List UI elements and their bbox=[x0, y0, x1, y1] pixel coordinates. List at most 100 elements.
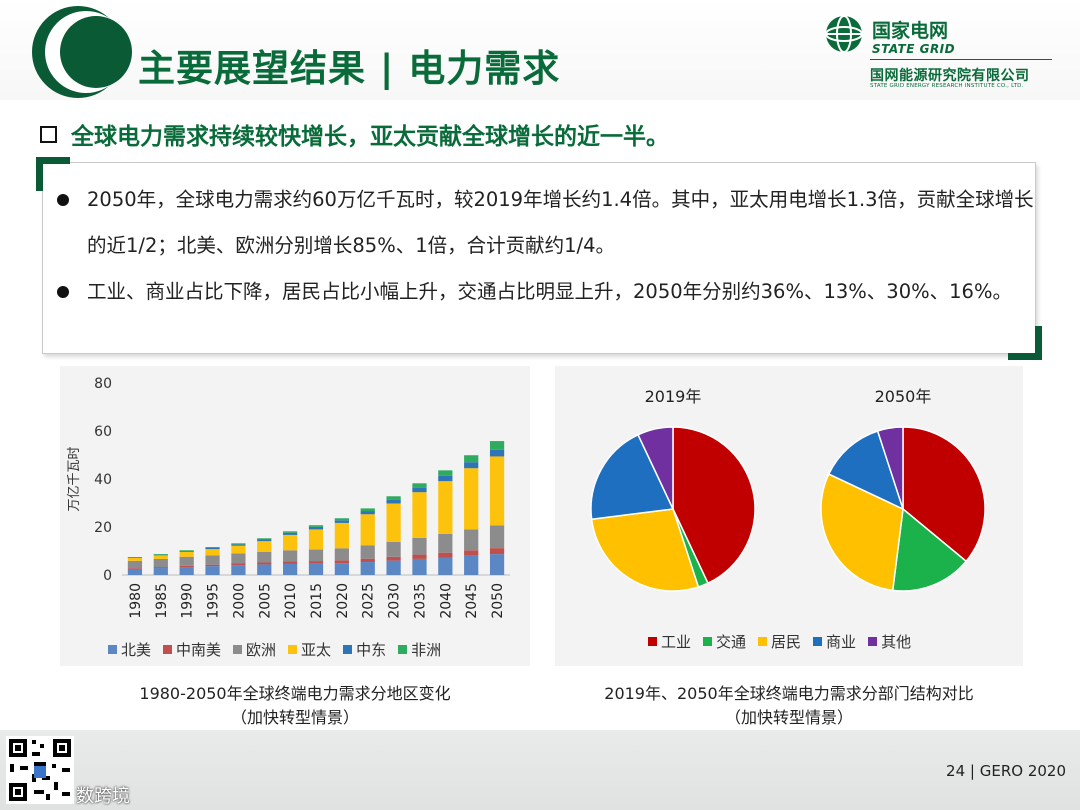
bar-segment bbox=[231, 553, 246, 564]
x-tick-label: 2035 bbox=[412, 583, 428, 619]
bar-segment bbox=[205, 549, 220, 556]
pie-slice bbox=[590, 508, 700, 592]
legend-item: 中南美 bbox=[163, 639, 221, 660]
legend-item: 亚太 bbox=[288, 639, 331, 660]
pie-title: 2050年 bbox=[875, 387, 932, 406]
bar-segment bbox=[464, 529, 479, 551]
bar-segment bbox=[334, 518, 349, 521]
caption-line: 2019年、2050年全球终端电力需求分部门结构对比 bbox=[604, 684, 974, 703]
legend-label: 中南美 bbox=[176, 641, 222, 659]
pie-title: 2019年 bbox=[645, 387, 702, 406]
x-tick-label: 2020 bbox=[335, 583, 351, 619]
bar-segment bbox=[231, 543, 246, 545]
bar-segment bbox=[308, 526, 324, 530]
x-tick-label: 1980 bbox=[128, 583, 144, 619]
institute-name-en: STATE GRID ENERGY RESEARCH INSTITUTE CO.… bbox=[870, 83, 1024, 89]
x-tick-label: 2015 bbox=[309, 583, 325, 619]
bar-segment bbox=[205, 548, 220, 550]
bar-segment bbox=[308, 549, 324, 562]
bar-segment bbox=[283, 534, 298, 551]
subtitle-row: 全球电力需求持续较快增长，亚太贡献全球增长的近一半。 bbox=[40, 116, 669, 152]
bar-segment bbox=[179, 567, 194, 575]
pie-slice bbox=[820, 473, 904, 592]
bar-segment bbox=[283, 532, 298, 535]
bar-segment bbox=[127, 568, 143, 575]
pie-slice bbox=[637, 426, 674, 510]
header-logo-circle bbox=[32, 6, 132, 98]
bar-segment bbox=[308, 525, 324, 527]
bar-segment bbox=[153, 554, 168, 555]
bar-segment bbox=[489, 548, 505, 555]
page-number: 24 | GERO 2020 bbox=[946, 762, 1066, 780]
legend-item: 欧洲 bbox=[233, 639, 276, 660]
x-tick-label: 1995 bbox=[206, 583, 222, 619]
x-tick-label: 2045 bbox=[464, 583, 480, 619]
bar-segment bbox=[360, 511, 375, 515]
bar-segment bbox=[438, 552, 453, 558]
bar-segment bbox=[412, 487, 427, 493]
bar-segment bbox=[257, 564, 272, 575]
legend-label: 非洲 bbox=[411, 641, 442, 659]
y-tick-label: 80 bbox=[94, 376, 112, 392]
bar-segment bbox=[153, 558, 168, 568]
bar-segment bbox=[489, 525, 505, 549]
x-tick-label: 2040 bbox=[438, 583, 454, 619]
bar-segment bbox=[153, 568, 168, 575]
legend-item: 北美 bbox=[108, 639, 151, 660]
legend-swatch bbox=[108, 645, 117, 654]
bar-segment bbox=[412, 537, 427, 555]
legend-swatch bbox=[288, 645, 298, 654]
legend-label: 中东 bbox=[356, 641, 387, 659]
bar-segment bbox=[257, 539, 272, 542]
bar-segment bbox=[464, 455, 479, 463]
bar-segment bbox=[308, 529, 324, 550]
bar-segment bbox=[257, 538, 272, 540]
bar-segment bbox=[283, 550, 298, 562]
legend-item: 工业 bbox=[648, 631, 691, 652]
bar-segment bbox=[153, 554, 168, 556]
bar-segment bbox=[127, 557, 143, 561]
bar-segment bbox=[438, 557, 453, 575]
y-tick-label: 60 bbox=[94, 424, 112, 440]
bar-segment bbox=[179, 550, 194, 552]
bar-segment bbox=[412, 558, 427, 575]
pie-chart-caption: 2019年、2050年全球终端电力需求分部门结构对比 （加快转型情景） bbox=[555, 682, 1023, 730]
legend-swatch bbox=[703, 637, 713, 646]
bar-segment bbox=[257, 562, 272, 565]
brand-name-cn: 国家电网 bbox=[872, 20, 949, 42]
qr-label: 数跨境 bbox=[76, 786, 130, 807]
bar-segment bbox=[360, 562, 375, 575]
bar-segment bbox=[257, 541, 272, 552]
qr-code-icon[interactable] bbox=[6, 736, 74, 804]
bar-segment bbox=[334, 563, 349, 575]
legend-swatch bbox=[343, 645, 353, 654]
y-tick-label: 40 bbox=[94, 472, 112, 488]
brand-block: 国家电网 STATE GRID 国网能源研究院有限公司 STATE GRID E… bbox=[820, 12, 1065, 92]
pie-slice bbox=[827, 430, 905, 511]
bar-chart-caption: 1980-2050年全球终端电力需求分地区变化 （加快转型情景） bbox=[60, 682, 530, 730]
legend-label: 居民 bbox=[771, 633, 802, 651]
x-tick-label: 2050 bbox=[490, 583, 506, 619]
bar-segment bbox=[334, 520, 349, 523]
legend-swatch bbox=[813, 637, 823, 646]
bar-segment bbox=[308, 561, 324, 564]
legend-label: 欧洲 bbox=[246, 641, 277, 659]
pie-slice bbox=[590, 433, 675, 521]
legend-item: 居民 bbox=[758, 631, 801, 652]
bar-segment bbox=[179, 565, 194, 568]
square-bullet-icon bbox=[40, 125, 57, 143]
bullet-text: 2050年，全球电力需求约60万亿千瓦时，较2019年增长约1.4倍。其中，亚太… bbox=[87, 188, 1034, 257]
x-tick-label: 2010 bbox=[283, 583, 299, 619]
bullet-item: 2050年，全球电力需求约60万亿千瓦时，较2019年增长约1.4倍。其中，亚太… bbox=[57, 177, 1037, 269]
bar-segment bbox=[438, 470, 453, 476]
y-tick-label: 0 bbox=[103, 568, 112, 584]
header-band bbox=[0, 0, 1080, 100]
bar-segment bbox=[489, 456, 505, 526]
x-tick-label: 2000 bbox=[231, 583, 247, 619]
bullet-text: 工业、商业占比下降，居民占比小幅上升，交通占比明显上升，2050年分别约36%、… bbox=[87, 280, 1012, 303]
bullet-box: 2050年，全球电力需求约60万亿千瓦时，较2019年增长约1.4倍。其中，亚太… bbox=[42, 162, 1036, 354]
legend-swatch bbox=[163, 645, 173, 654]
bar-segment bbox=[283, 531, 298, 533]
bar-segment bbox=[205, 566, 220, 575]
